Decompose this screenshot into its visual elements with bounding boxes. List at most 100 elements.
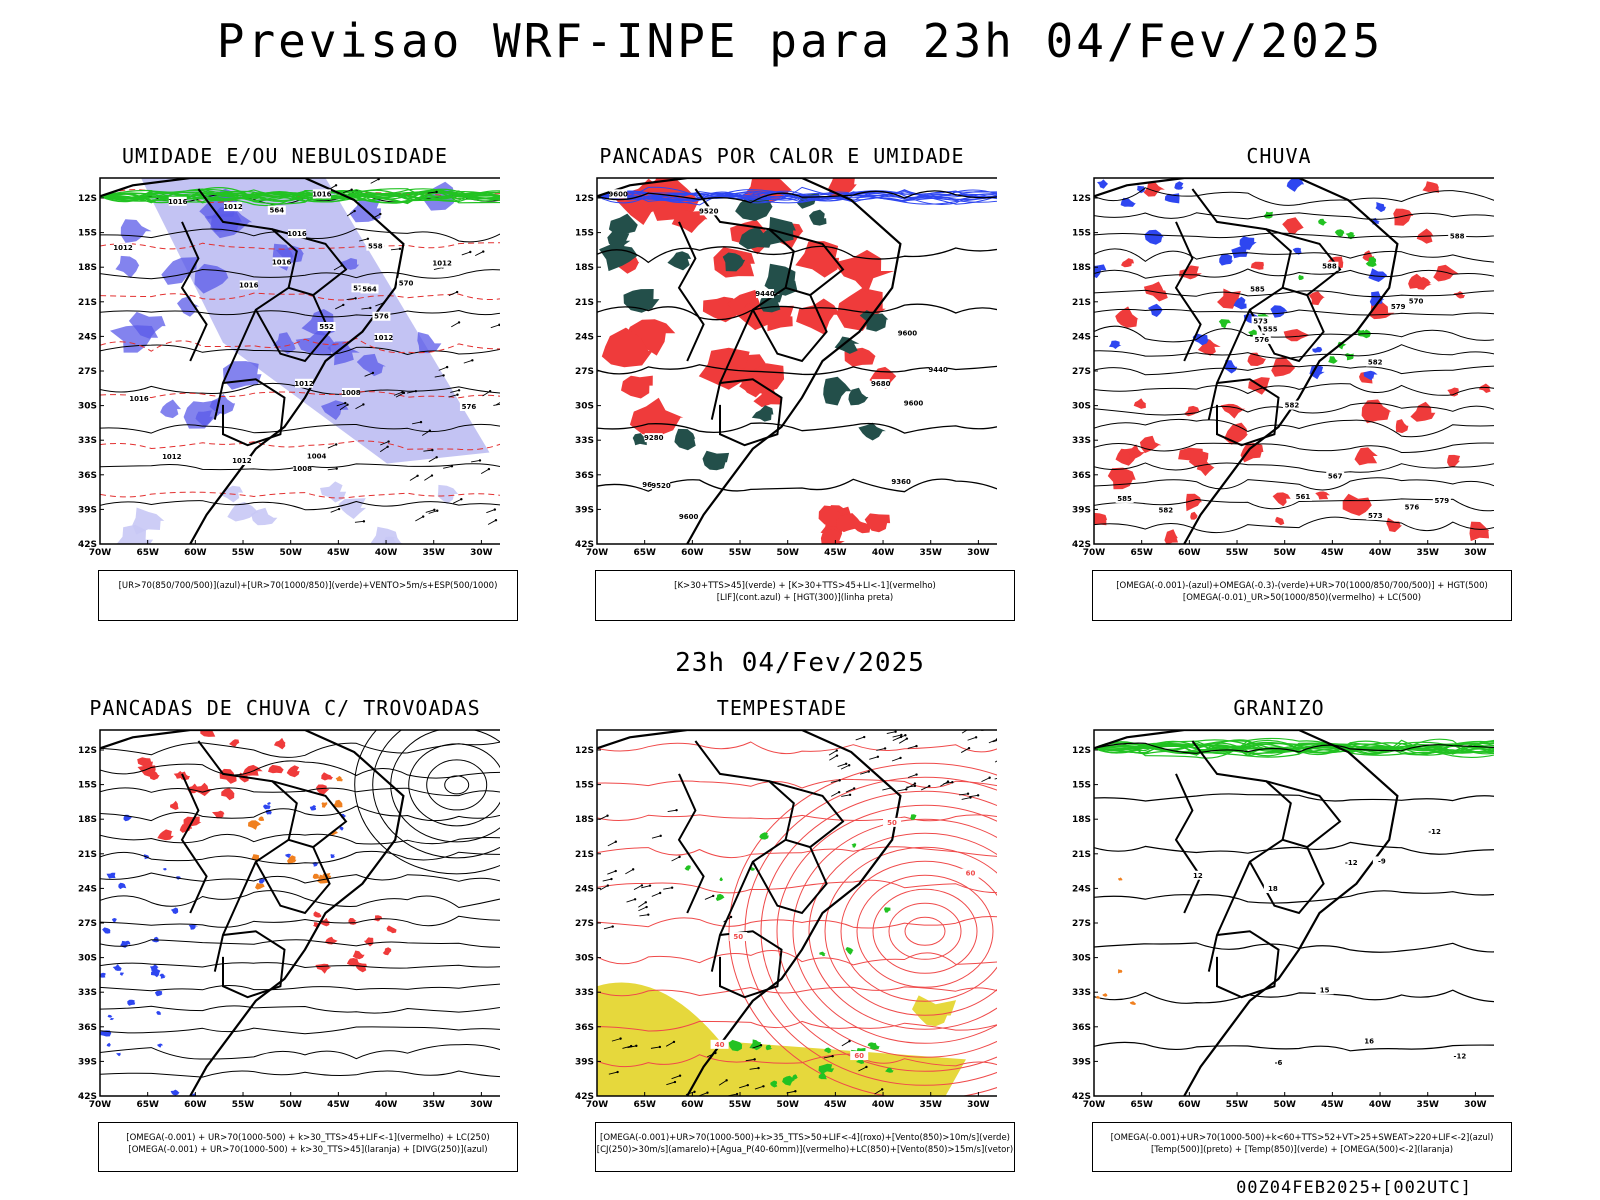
instability-green xyxy=(859,310,889,332)
divergence-blue xyxy=(156,1011,162,1015)
wind-vector-head xyxy=(494,518,498,522)
streamline-850 xyxy=(872,888,978,974)
contour-label: 582 xyxy=(1158,506,1173,514)
wind-vector xyxy=(981,777,990,783)
temp500-contour xyxy=(1094,890,1494,904)
wind-vector-head xyxy=(672,1040,676,1044)
country-border xyxy=(222,378,286,447)
wind-vector-head xyxy=(362,520,366,523)
lat-tick-label: 27S xyxy=(575,367,594,377)
contour-label-bg xyxy=(374,332,393,342)
wind-vector-head xyxy=(753,1058,756,1061)
contour-label-bg xyxy=(892,477,911,487)
streamline xyxy=(100,741,500,758)
streamline xyxy=(372,730,500,859)
rain-red xyxy=(1453,291,1465,299)
lat-tick-label: 27S xyxy=(78,367,97,377)
coastline xyxy=(1094,730,1399,1096)
lat-tick-label: 33S xyxy=(78,436,97,446)
contour-label: 9600 xyxy=(898,330,918,338)
contour-label-bg xyxy=(1389,302,1408,312)
wind850-green xyxy=(910,814,917,820)
lat-tick-label: 39S xyxy=(78,1057,97,1067)
wind-vector xyxy=(906,783,916,789)
country-border xyxy=(254,846,331,915)
wind850-green xyxy=(765,1044,773,1051)
divergence-blue xyxy=(339,826,344,831)
wind-vector-head xyxy=(883,747,887,750)
lat-tick-label: 12S xyxy=(575,194,594,204)
country-border xyxy=(694,188,795,420)
wind-vector-head xyxy=(350,188,353,191)
contour-label: 9440 xyxy=(755,290,775,298)
contour-label: 564 xyxy=(362,285,377,293)
instability-green xyxy=(738,226,773,250)
lon-tick-label: 30W xyxy=(967,1100,990,1110)
lat-tick-label: 33S xyxy=(575,436,594,446)
contour-label: 9280 xyxy=(644,434,664,442)
wind-vector xyxy=(463,359,473,364)
wind-vector xyxy=(626,898,636,903)
lat-tick-label: 42S xyxy=(78,540,97,550)
wind-vector xyxy=(858,1066,867,1072)
thickness-contour xyxy=(100,391,500,399)
lat-tick-label: 39S xyxy=(1072,505,1091,515)
legend-line: [K>30+TTS>45](verde) + [K>30+TTS>45+LI<-… xyxy=(674,581,936,591)
country-border xyxy=(222,930,286,999)
streamline xyxy=(100,760,500,779)
contour-label: 9440 xyxy=(928,366,948,374)
panel-title: TEMPESTADE xyxy=(716,696,848,720)
lon-tick-label: 65W xyxy=(1130,548,1153,558)
panel-title: GRANIZO xyxy=(1233,696,1325,720)
wind-vector xyxy=(427,191,437,194)
wind-vector-head xyxy=(354,297,357,300)
wind-vector xyxy=(840,764,850,770)
wind-vector xyxy=(988,738,997,744)
instability-green xyxy=(722,252,746,272)
wind-vector-head xyxy=(759,1043,763,1047)
hgt500-contour xyxy=(1094,187,1494,206)
map-layers xyxy=(1094,730,1494,1096)
hgt500-contour xyxy=(1094,325,1494,343)
map-frame xyxy=(1093,177,1494,545)
wind-vector xyxy=(969,794,979,798)
storm-red xyxy=(242,764,263,776)
wind-vector-head xyxy=(966,792,970,795)
rain-blue xyxy=(1270,305,1288,318)
contour-label-bg xyxy=(1156,505,1175,515)
wind-vector-head xyxy=(746,1083,749,1087)
lon-tick-label: 65W xyxy=(136,1100,159,1110)
contour-label: 1008 xyxy=(341,389,361,397)
wind-vector xyxy=(651,835,661,839)
wind-vector xyxy=(841,1040,850,1047)
streamline-850 xyxy=(728,762,997,1096)
wind-vector-head xyxy=(421,515,425,518)
wind-vector-head xyxy=(831,1054,834,1058)
divergence-blue xyxy=(118,882,127,890)
storm-red xyxy=(355,962,367,973)
country-border xyxy=(1191,740,1292,972)
legend-granizo: [OMEGA(-0.001)+UR>70(1000-500)+k<60+TTS>… xyxy=(1092,1122,1512,1172)
contour-label: 1012 xyxy=(223,203,243,211)
lon-tick-label: 45W xyxy=(327,548,350,558)
contour-label-bg xyxy=(883,817,902,827)
rain-red xyxy=(1395,419,1409,434)
country-border xyxy=(751,294,828,363)
lon-tick-label: 40W xyxy=(872,548,895,558)
hgt500-contour xyxy=(1094,442,1494,454)
wind-vector xyxy=(443,465,453,469)
rain-red xyxy=(1143,182,1165,197)
country-border xyxy=(1191,188,1292,420)
contour-label: 582 xyxy=(1285,402,1300,410)
wind-vector-head xyxy=(648,884,652,887)
wind-vector-head xyxy=(457,321,461,324)
rh-contour xyxy=(100,190,500,202)
wind-vector-head xyxy=(678,1074,682,1077)
humidity-area-blue xyxy=(356,353,386,377)
wind-vector-head xyxy=(904,734,907,737)
divergence-blue xyxy=(123,814,133,822)
divergence-blue xyxy=(106,872,116,879)
contour-label-bg xyxy=(904,398,923,408)
rain-red xyxy=(1361,399,1392,424)
storm-red xyxy=(170,800,179,810)
